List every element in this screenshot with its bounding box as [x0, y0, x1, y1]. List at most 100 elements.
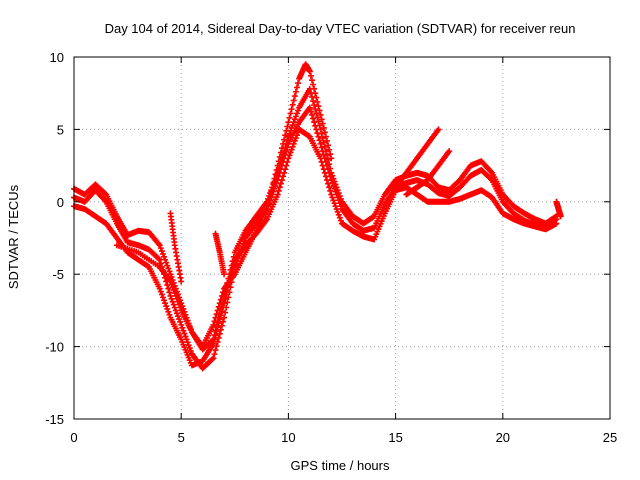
data-point [319, 148, 326, 155]
data-point [289, 122, 296, 129]
data-point [210, 321, 217, 328]
data-point [172, 292, 179, 299]
data-point [326, 146, 333, 153]
data-point [326, 184, 333, 191]
data-point [317, 140, 324, 147]
data-point [335, 211, 342, 218]
data-point [336, 214, 343, 221]
series-spike-1 [167, 210, 185, 285]
data-point [306, 68, 313, 75]
data-point [318, 158, 325, 165]
data-point [282, 166, 289, 173]
data-point [102, 197, 109, 204]
data-point [218, 322, 225, 329]
data-point [333, 206, 340, 213]
data-point [157, 245, 164, 252]
data-point [319, 162, 326, 169]
data-point [166, 311, 173, 318]
data-point [313, 126, 320, 133]
data-point [293, 84, 300, 91]
data-point [281, 136, 288, 143]
data-point [291, 93, 298, 100]
data-point [317, 111, 324, 118]
data-point [331, 200, 338, 207]
data-point [292, 113, 299, 120]
data-point [290, 97, 297, 104]
data-point [325, 180, 332, 187]
data-point [212, 314, 219, 321]
data-point [216, 316, 223, 323]
y-tick-label: 0 [57, 195, 64, 210]
data-point [307, 108, 314, 115]
data-point [287, 110, 294, 117]
data-point [163, 259, 170, 266]
data-point [283, 127, 290, 134]
data-point [310, 81, 317, 88]
data-point [322, 133, 329, 140]
data-point [310, 115, 317, 122]
data-point [334, 208, 341, 215]
data-point [273, 166, 280, 173]
x-axis-label: GPS time / hours [291, 458, 390, 473]
data-point [174, 298, 181, 305]
data-point [557, 213, 564, 220]
data-point [270, 179, 277, 186]
data-point [284, 144, 291, 151]
data-point [166, 289, 173, 296]
data-point [314, 130, 321, 137]
data-point [164, 305, 171, 312]
data-point [314, 114, 321, 121]
data-point [328, 155, 335, 162]
data-point [181, 330, 188, 337]
x-tick-label: 10 [281, 430, 295, 445]
data-point [212, 347, 219, 354]
data-point [178, 278, 185, 285]
data-point [327, 187, 334, 194]
data-point [209, 356, 216, 363]
data-point [213, 311, 220, 318]
data-point [325, 142, 332, 149]
data-point [161, 297, 168, 304]
data-point [320, 139, 327, 146]
data-point [284, 123, 291, 130]
data-point [285, 155, 292, 162]
data-point [275, 187, 282, 194]
data-point [286, 114, 293, 121]
data-point [288, 146, 295, 153]
data-point [278, 145, 285, 152]
data-point [173, 295, 180, 302]
data-marks [71, 61, 564, 372]
data-point [292, 88, 299, 95]
data-point [176, 316, 183, 323]
data-point [320, 151, 327, 158]
data-point [288, 106, 295, 113]
y-tick-label: -15 [45, 412, 64, 427]
data-point [320, 166, 327, 173]
data-point [308, 77, 315, 84]
data-point [337, 217, 344, 224]
data-point [306, 104, 313, 111]
data-point [229, 265, 236, 272]
data-point [214, 324, 221, 331]
series-track-5 [392, 126, 442, 191]
data-point [307, 72, 314, 79]
data-point [313, 110, 320, 117]
data-point [217, 326, 224, 333]
data-point [165, 285, 172, 292]
data-point [210, 340, 217, 347]
data-point [295, 107, 302, 114]
data-point [281, 169, 288, 176]
data-point [282, 132, 289, 139]
data-point [161, 253, 168, 260]
data-point [186, 345, 193, 352]
data-point [167, 271, 174, 278]
y-tick-label: 5 [57, 122, 64, 137]
data-point [322, 173, 329, 180]
data-point [329, 194, 336, 201]
data-point [276, 153, 283, 160]
data-point [330, 197, 337, 204]
data-point [315, 103, 322, 110]
data-point [222, 309, 229, 316]
data-point [158, 291, 165, 298]
data-point [276, 184, 283, 191]
